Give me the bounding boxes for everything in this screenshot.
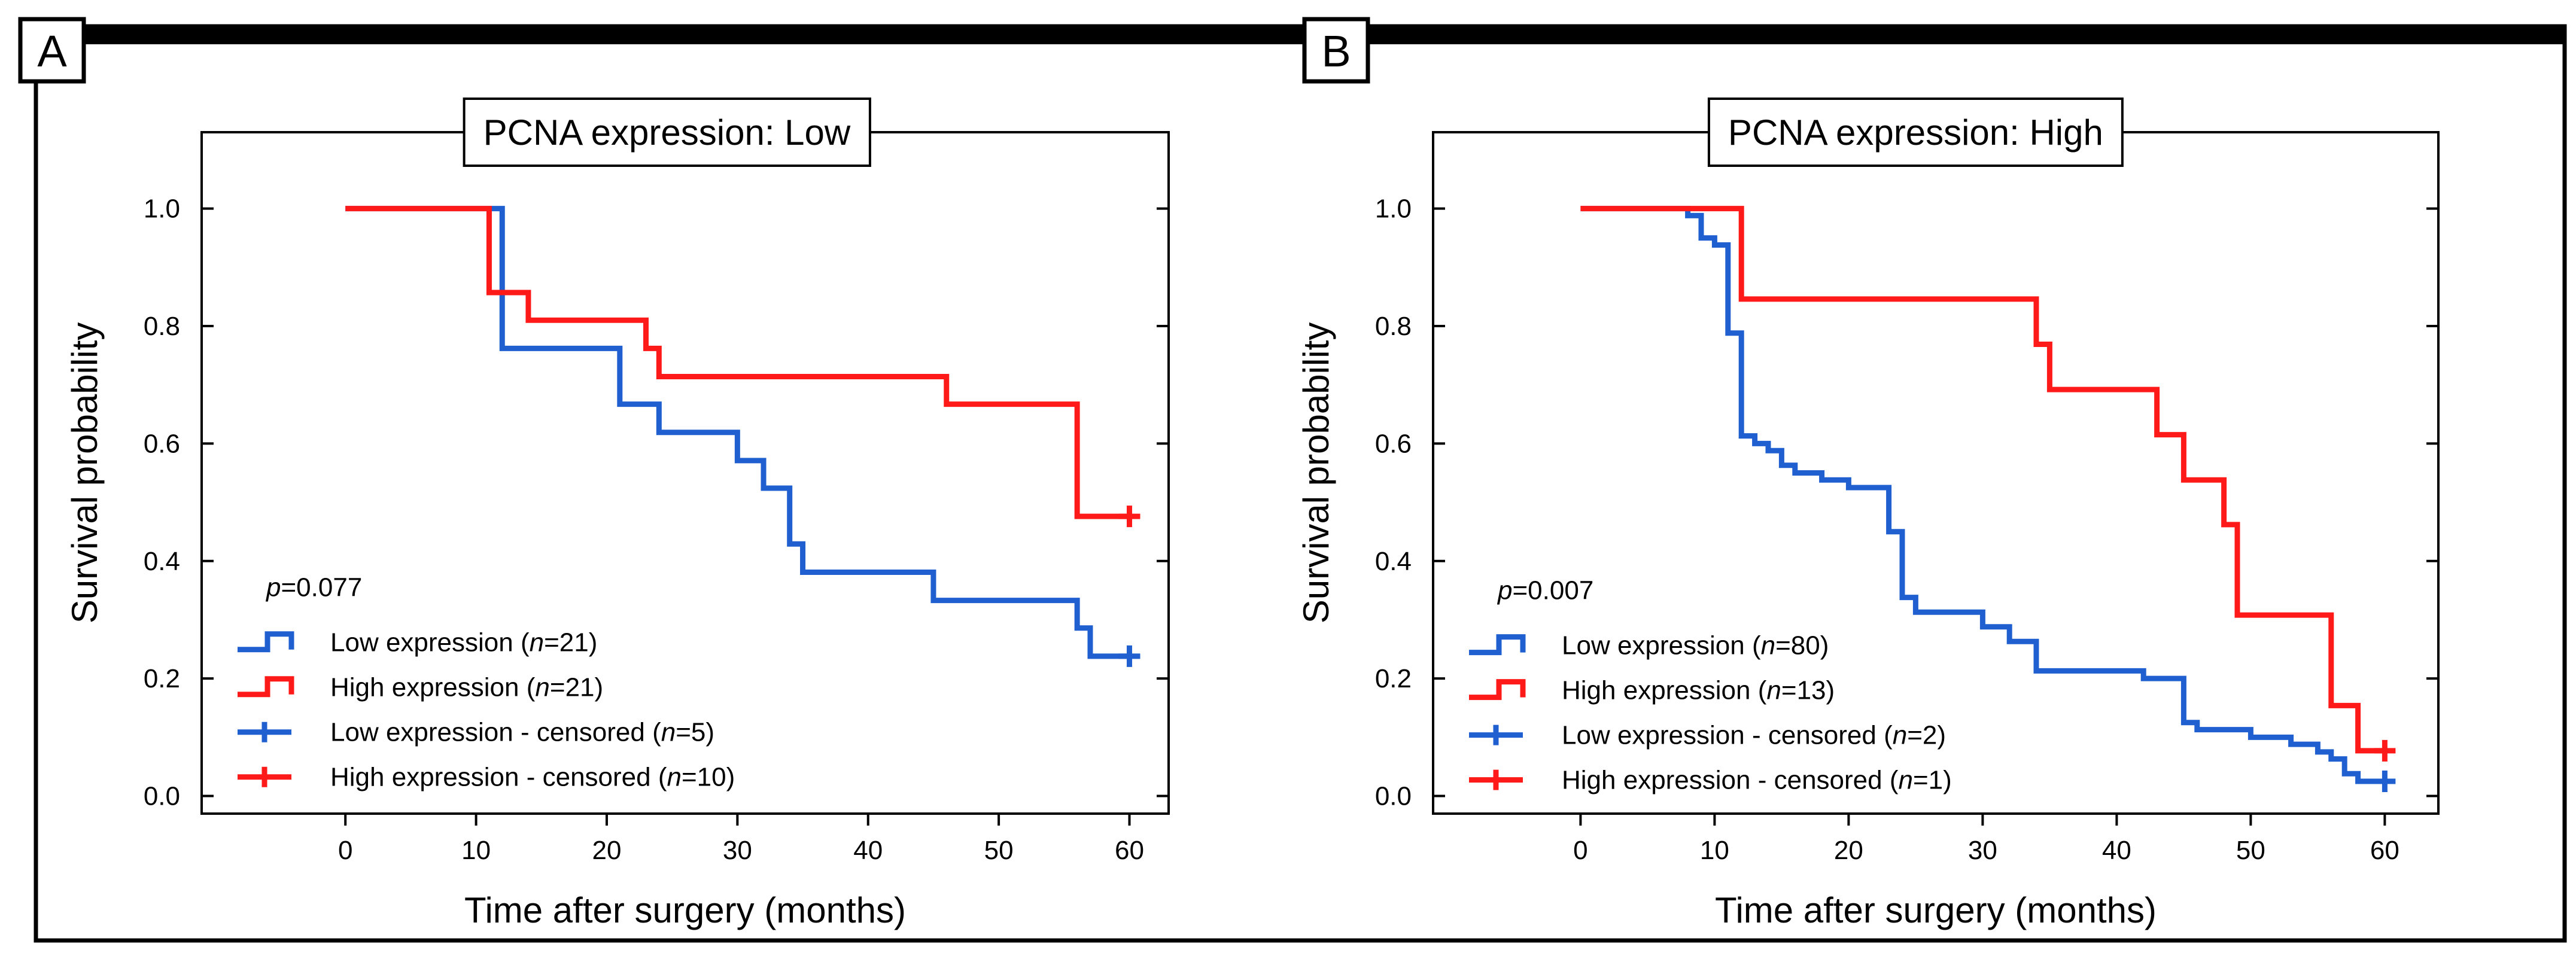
legend-step-swatch: [1469, 634, 1526, 656]
y-tick-label: 0.4: [144, 547, 180, 576]
figure-top-bar: [36, 26, 2565, 44]
legend-label: Low expression - censored (n=2): [1562, 721, 1946, 750]
svg-text:A: A: [37, 26, 67, 76]
legend-item: High expression - censored (n=1): [1469, 766, 1952, 795]
y-tick-label: 0.6: [144, 429, 180, 458]
legend: Low expression (n=21) High expression (n=…: [238, 628, 735, 792]
y-tick-label: 0.0: [144, 782, 180, 811]
legend-step-swatch: [238, 676, 294, 698]
plot-area-frame: [200, 131, 1170, 815]
plot-area-frame: [1432, 131, 2440, 815]
y-tick-label: 1.0: [1375, 194, 1412, 224]
legend-label: High expression - censored (n=10): [330, 763, 735, 792]
y-tick-label: 0.8: [1375, 312, 1412, 341]
p-value-symbol: p: [1497, 576, 1512, 605]
panel-title: PCNA expression: Low: [483, 112, 851, 153]
legend-label: Low expression (n=80): [1562, 631, 1829, 660]
x-tick-label: 40: [2102, 836, 2131, 865]
x-tick-label: 0: [338, 836, 352, 865]
legend-step-swatch: [238, 631, 294, 653]
legend-item: Low expression (n=80): [1469, 631, 1829, 660]
p-value: p=0.007: [1497, 576, 1593, 605]
x-tick-label: 50: [2236, 836, 2265, 865]
legend-step-swatch: [1469, 679, 1526, 701]
legend-item: High expression (n=13): [1469, 676, 1835, 705]
legend-item: Low expression (n=21): [238, 628, 597, 657]
legend-label: High expression - censored (n=1): [1562, 766, 1952, 795]
panel-letter-a: A: [18, 17, 86, 84]
x-tick-label: 20: [1834, 836, 1863, 865]
x-tick-label: 20: [592, 836, 621, 865]
x-tick-label: 0: [1573, 836, 1587, 865]
y-tick-label: 0.6: [1375, 429, 1412, 458]
km-curve-high-expression: [345, 206, 1130, 519]
panel-title-box: PCNA expression: Low: [463, 98, 871, 167]
x-tick-label: 40: [853, 836, 883, 865]
panel-title-box: PCNA expression: High: [1707, 98, 2124, 167]
y-tick-label: 0.2: [1375, 664, 1412, 693]
x-tick-label: 10: [461, 836, 491, 865]
y-tick-label: 1.0: [144, 194, 180, 224]
y-tick-label: 0.4: [1375, 547, 1412, 576]
km-curve-low-expression: [1580, 206, 2385, 784]
legend-item: Low expression - censored (n=5): [238, 718, 714, 747]
p-value-symbol: p: [265, 573, 281, 602]
panel-letter-b: B: [1302, 17, 1370, 84]
y-axis-label: Survival probability: [1296, 322, 1336, 624]
x-axis-label: Time after surgery (months): [464, 890, 906, 930]
x-tick-label: 10: [1700, 836, 1729, 865]
svg-text:B: B: [1321, 26, 1351, 76]
legend-item: High expression - censored (n=10): [238, 763, 735, 792]
y-tick-label: 0.0: [1375, 782, 1412, 811]
x-tick-label: 60: [2370, 836, 2399, 865]
km-curve-low-expression: [345, 206, 1130, 659]
y-axis-label: Survival probability: [65, 322, 105, 624]
legend: Low expression (n=80) High expression (n=…: [1469, 631, 1952, 795]
p-value-number: =0.077: [281, 573, 362, 602]
p-value-number: =0.007: [1512, 576, 1593, 605]
km-curve-high-expression: [1580, 206, 2385, 754]
legend-label: High expression (n=21): [330, 673, 603, 702]
y-tick-label: 0.2: [144, 664, 180, 693]
x-tick-label: 50: [984, 836, 1014, 865]
panel-title: PCNA expression: High: [1728, 112, 2103, 153]
panel-b-km-plot: 0.0 0.2 0.4 0.6 0.8 1.0 0 10 20 30 40 50 60 Time afte…: [1296, 98, 2440, 930]
x-tick-label: 30: [723, 836, 752, 865]
panel-a-km-plot: 0.0 0.2 0.4 0.6 0.8 1.0 0 10 20 30 40 50 60 Time afte…: [65, 98, 1170, 930]
x-tick-label: 60: [1115, 836, 1144, 865]
legend-label: Low expression (n=21): [330, 628, 597, 657]
legend-item: Low expression - censored (n=2): [1469, 721, 1946, 750]
legend-label: Low expression - censored (n=5): [330, 718, 714, 747]
x-axis-label: Time after surgery (months): [1715, 890, 2157, 930]
legend-label: High expression (n=13): [1562, 676, 1835, 705]
x-tick-label: 30: [1968, 836, 1997, 865]
y-tick-label: 0.8: [144, 312, 180, 341]
p-value: p=0.077: [265, 573, 362, 602]
legend-item: High expression (n=21): [238, 673, 603, 702]
